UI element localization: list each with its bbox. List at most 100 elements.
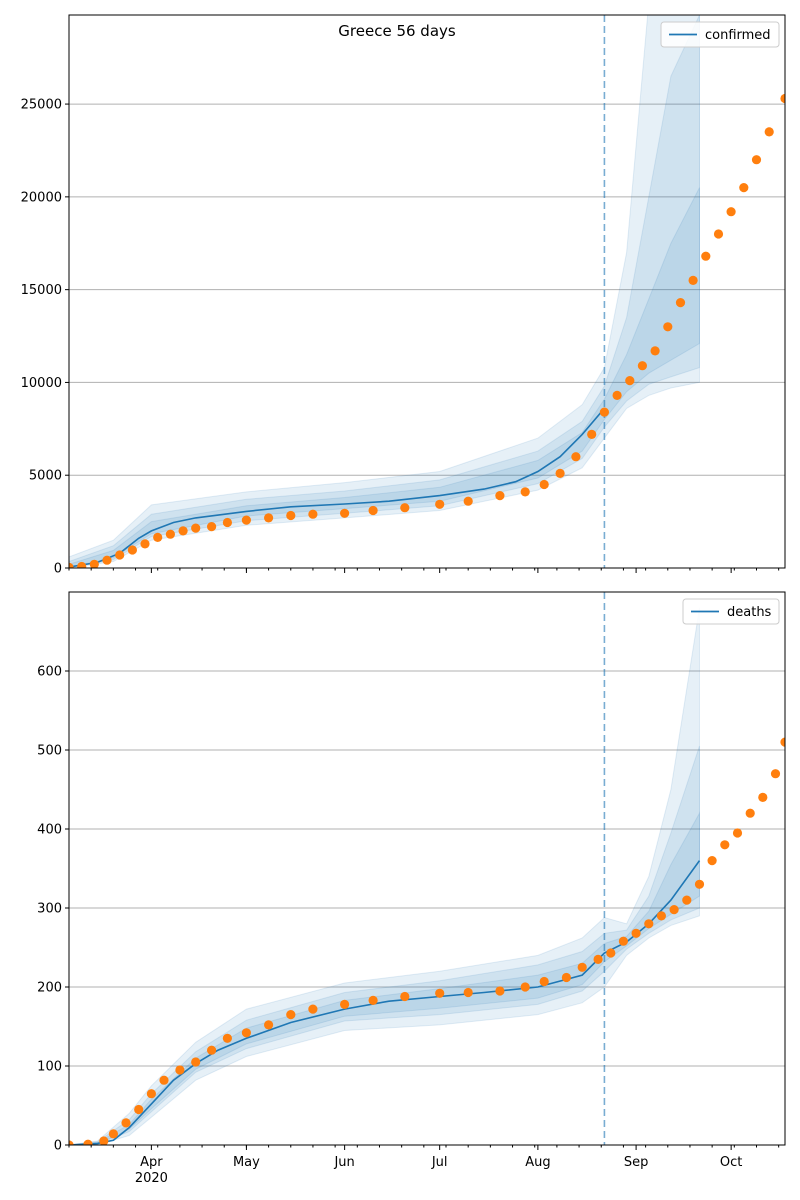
observed-point	[520, 982, 530, 992]
observed-point	[400, 503, 410, 513]
legend-box	[660, 21, 780, 48]
axes-frame	[68, 14, 786, 569]
y-tick-label: 100	[37, 1060, 62, 1075]
observed-point	[368, 505, 378, 516]
uncertainty-band-3	[69, 187, 700, 568]
legend-box	[682, 598, 780, 625]
observed-point	[713, 229, 724, 239]
observed-point	[495, 986, 505, 996]
observed-point	[207, 1045, 217, 1055]
observed-point	[146, 1089, 156, 1099]
x-tick-label: Oct	[720, 1155, 742, 1170]
observed-point	[127, 545, 137, 555]
observed-point	[726, 207, 736, 217]
observed-point	[764, 127, 774, 137]
observed-point	[368, 995, 378, 1006]
observed-point	[286, 510, 296, 521]
observed-point	[599, 407, 610, 417]
uncertainty-band-2	[69, 745, 700, 1145]
observed-point	[264, 1020, 274, 1030]
observed-point	[745, 808, 755, 818]
observed-point	[618, 936, 629, 946]
observed-point	[694, 879, 705, 889]
observed-point	[663, 322, 673, 332]
observed-point	[682, 895, 692, 905]
observed-point	[121, 1118, 131, 1128]
y-tick-label: 400	[37, 823, 62, 838]
y-tick-label: 600	[37, 665, 62, 680]
observed-point	[751, 155, 762, 165]
observed-point	[207, 522, 217, 532]
observed-point	[669, 905, 679, 915]
observed-point	[102, 555, 112, 565]
y-tick-label: 10000	[21, 376, 62, 391]
observed-point	[571, 452, 581, 462]
plot-area	[69, 592, 785, 1145]
uncertainty-band-1	[69, 607, 700, 1145]
y-tick-label: 15000	[21, 283, 62, 298]
chart-title: Greece 56 days	[338, 22, 456, 40]
observed-point	[495, 491, 505, 501]
uncertainty-band-1	[69, 15, 700, 568]
observed-point	[134, 1104, 144, 1115]
x-tick-label: Aug	[525, 1155, 550, 1170]
observed-point	[340, 999, 350, 1010]
uncertainty-band-3	[69, 811, 700, 1145]
observed-point	[656, 911, 667, 921]
x-tick-label: May	[233, 1155, 260, 1170]
observed-point	[222, 517, 232, 528]
observed-point	[701, 251, 711, 261]
observed-point	[153, 532, 163, 543]
observed-point	[520, 487, 530, 497]
y-tick-label: 20000	[21, 190, 62, 205]
y-tick-label: 25000	[21, 98, 62, 113]
observed-point	[637, 361, 648, 371]
observed-point	[175, 1065, 185, 1075]
y-tick-label: 0	[54, 1139, 62, 1154]
observed-point	[264, 513, 274, 523]
legend-label: deaths	[727, 605, 772, 620]
uncertainty-band-2	[69, 15, 700, 568]
observed-point	[593, 954, 603, 965]
observed-point	[108, 1129, 118, 1139]
axes-frame	[68, 591, 786, 1146]
observed-point	[770, 769, 781, 779]
y-tick-label: 0	[54, 562, 62, 577]
observed-point	[675, 298, 686, 308]
observed-point	[739, 183, 749, 193]
observed-point	[178, 526, 188, 536]
x-tick-label: Apr	[140, 1155, 163, 1170]
observed-point	[308, 509, 318, 519]
y-tick-label: 500	[37, 744, 62, 759]
observed-point	[99, 1136, 109, 1145]
observed-point	[612, 390, 622, 400]
observed-point	[241, 515, 251, 525]
plot-area	[69, 15, 785, 568]
model-line	[69, 860, 701, 1145]
observed-point	[631, 928, 641, 938]
observed-point	[83, 1139, 93, 1145]
observed-point	[400, 991, 410, 1002]
observed-point	[89, 559, 99, 568]
observed-point	[758, 792, 768, 803]
observed-point	[286, 1010, 296, 1020]
observed-point	[191, 1057, 201, 1067]
observed-point	[69, 1140, 74, 1145]
legend-label: confirmed	[705, 28, 771, 43]
observed-point	[222, 1033, 232, 1043]
observed-point	[77, 561, 87, 568]
observed-point	[555, 468, 565, 478]
observed-point	[561, 972, 572, 983]
observed-point	[539, 976, 549, 987]
x-tick-label: Jun	[333, 1155, 354, 1170]
observed-point	[606, 948, 616, 958]
observed-point	[435, 499, 445, 509]
confirmed-panel: 0 5000 10000 15000 20000 25000 confirmed	[21, 14, 786, 577]
model-line	[69, 407, 606, 568]
observed-point	[577, 962, 587, 972]
observed-point	[69, 562, 74, 568]
observed-point	[587, 429, 597, 439]
observed-point	[732, 828, 743, 838]
